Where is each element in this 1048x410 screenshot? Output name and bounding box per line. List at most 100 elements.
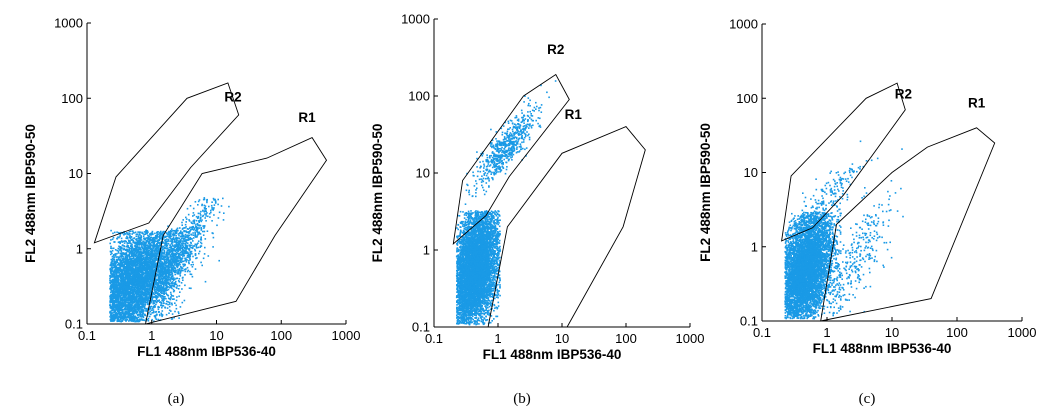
scatter-point (134, 304, 137, 306)
scatter-point (133, 307, 135, 309)
scatter-point (123, 305, 125, 308)
scatter-point (121, 286, 124, 289)
scatter-point (133, 269, 136, 272)
scatter-point (169, 237, 172, 240)
scatter-point (149, 263, 151, 265)
scatter-point (165, 313, 168, 316)
scatter-point (114, 278, 116, 280)
scatter-point (124, 269, 127, 271)
scatter-point (169, 240, 171, 243)
scatter-point (177, 240, 180, 242)
scatter-point (109, 242, 111, 245)
scatter-point (112, 247, 115, 250)
scatter-point (147, 265, 150, 267)
scatter-point (129, 297, 132, 299)
scatter-point (163, 259, 166, 262)
scatter-point (169, 291, 172, 294)
scatter-point (138, 263, 141, 266)
scatter-point (123, 304, 125, 307)
scatter-point (164, 280, 167, 283)
scatter-point (122, 311, 124, 313)
scatter-point (179, 273, 181, 275)
scatter-point (157, 300, 159, 302)
scatter-point (178, 295, 180, 298)
scatter-point (164, 236, 167, 239)
scatter-point (163, 302, 165, 304)
scatter-point (150, 283, 153, 286)
scatter-point (152, 256, 154, 259)
scatter-point (142, 246, 144, 249)
scatter-point (123, 282, 126, 285)
scatter-point (139, 233, 141, 235)
scatter-point (145, 299, 148, 302)
scatter-point (134, 309, 136, 312)
scatter-point (138, 255, 141, 258)
scatter-point (148, 256, 151, 258)
scatter-point (110, 291, 112, 294)
scatter-point (134, 288, 137, 291)
scatter-point (116, 271, 118, 274)
scatter-point (143, 319, 146, 322)
scatter-point (143, 231, 146, 233)
scatter-point (152, 233, 154, 235)
scatter-point (119, 273, 121, 275)
scatter-point (137, 235, 140, 238)
scatter-point (131, 264, 133, 267)
scatter-point (173, 290, 176, 292)
scatter-point (152, 270, 155, 273)
scatter-point (119, 320, 121, 323)
scatter-point (137, 316, 140, 319)
scatter-point (198, 250, 201, 253)
scatter-point (151, 286, 154, 288)
scatter-point (154, 294, 157, 297)
scatter-point (132, 254, 135, 256)
scatter-point (119, 241, 121, 243)
scatter-point (118, 313, 120, 316)
scatter-point (178, 317, 180, 319)
scatter-point (117, 231, 120, 234)
scatter-point (168, 232, 170, 235)
scatter-point (115, 268, 118, 271)
scatter-point (157, 233, 160, 235)
scatter-point (145, 231, 148, 233)
scatter-point (168, 246, 171, 249)
scatter-point (141, 232, 143, 235)
scatter-point (109, 267, 112, 270)
scatter-point (155, 298, 158, 301)
scatter-point (149, 239, 152, 242)
scatter-point (163, 249, 166, 252)
scatter-point (130, 239, 132, 241)
scatter-point (158, 299, 160, 301)
scatter-point (148, 278, 150, 280)
scatter-point (135, 307, 137, 309)
scatter-point (152, 272, 155, 274)
scatter-point (121, 317, 123, 319)
scatter-point (162, 292, 165, 295)
scatter-point (166, 235, 169, 237)
scatter-point (129, 234, 131, 237)
scatter-point (169, 303, 171, 305)
scatter-point (153, 310, 155, 313)
scatter-point (136, 309, 139, 311)
scatter-point (155, 318, 158, 320)
scatter-point (118, 278, 120, 281)
scatter-point (137, 246, 140, 249)
scatter-point (137, 306, 139, 308)
scatter-point (117, 263, 119, 266)
scatter-point (134, 241, 137, 244)
scatter-point (175, 229, 177, 232)
scatter-point (162, 235, 165, 237)
scatter-point (141, 247, 144, 250)
scatter-point (110, 229, 112, 232)
scatter-point (140, 270, 142, 273)
scatter-point (147, 263, 149, 265)
scatter-point (123, 267, 125, 269)
scatter-point (148, 238, 150, 240)
scatter-point (117, 262, 120, 264)
scatter-point (125, 240, 127, 243)
scatter-point (115, 258, 118, 261)
scatter-point (169, 232, 172, 235)
scatter-point (169, 274, 172, 276)
scatter-point (136, 239, 138, 241)
scatter-point (109, 275, 112, 278)
